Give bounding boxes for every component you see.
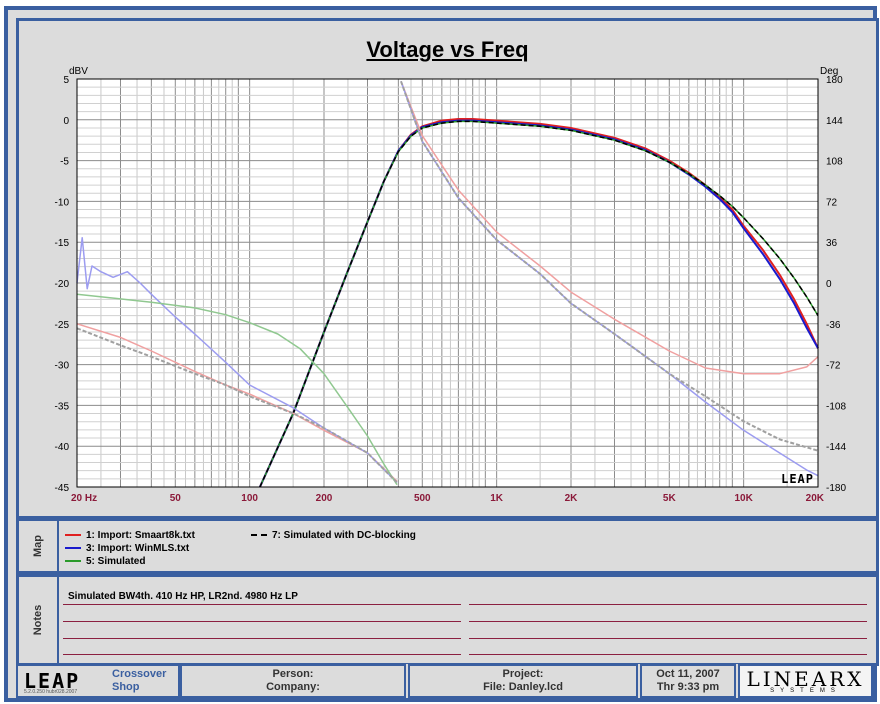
note-line (63, 621, 461, 622)
legend-item-dc-blocking: 7: Simulated with DC-blocking (251, 530, 416, 541)
app-name-line1: Crossover (112, 668, 167, 680)
y2-tick-label: 36 (826, 238, 838, 249)
legend-label-smaart: 1: Import: Smaart8k.txt (86, 530, 195, 541)
notes-panel: Notes Simulated BW4th. 410 Hz HP, LR2nd.… (16, 574, 879, 666)
legend-item-simulated: 5: Simulated (65, 556, 145, 567)
footer-date-box: Oct 11, 2007 Thr 9:33 pm (640, 664, 736, 698)
app-name-line2: Shop (112, 681, 140, 693)
legend-item-winmls: 3: Import: WinMLS.txt (65, 543, 189, 554)
project-label: Project: (502, 668, 544, 680)
series-line-4 (259, 120, 819, 488)
x-tick-label: 20 Hz (71, 493, 97, 504)
legend-label-dc-blocking: 7: Simulated with DC-blocking (272, 530, 416, 541)
map-panel: Map 1: Import: Smaart8k.txt 3: Import: W… (16, 518, 879, 574)
footer-linearx-box: LINEARX SYSTEMS (738, 664, 873, 698)
legend-swatch-dc-blocking (251, 534, 267, 537)
note-line (469, 654, 867, 655)
y2-tick-label: 0 (826, 279, 832, 290)
footer-brand-box: LEAP 5.2.0.250 hubr028.2007 Crossover Sh… (16, 664, 180, 698)
legend-label-simulated: 5: Simulated (86, 556, 146, 567)
series-line-8 (76, 80, 819, 484)
y-tick-label: -35 (55, 401, 70, 412)
y2-tick-label: -108 (826, 401, 846, 412)
note-line (63, 604, 461, 605)
chart-panel: Voltage vs Freq 5 0 -5 -10 -15 -20 -25 -30 -35 -4… (16, 18, 879, 519)
footer-project-box: Project: File: Danley.lcd (408, 664, 638, 698)
x-tick-label: 500 (414, 493, 431, 504)
y-tick-label: -20 (55, 279, 70, 290)
date-text: Oct 11, 2007 (656, 668, 720, 680)
note-line (63, 638, 461, 639)
legend-label-winmls: 3: Import: WinMLS.txt (86, 543, 190, 554)
leap-logo: LEAP (24, 669, 81, 693)
version-text: 5.2.0.250 hubr028.2007 (24, 689, 78, 695)
y-tick-label: -45 (55, 483, 70, 494)
legend-swatch-winmls (65, 547, 81, 550)
y-tick-label: -5 (60, 157, 69, 168)
footer: LEAP 5.2.0.250 hubr028.2007 Crossover Sh… (16, 664, 873, 698)
y-axis-label: dBV (69, 66, 88, 77)
legend-item-smaart: 1: Import: Smaart8k.txt (65, 530, 195, 541)
y2-tick-label: -72 (826, 361, 841, 372)
report-frame: Voltage vs Freq 5 0 -5 -10 -15 -20 -25 -30 -35 -4… (4, 6, 879, 702)
voltage-vs-freq-chart: 50-5-10-15-20-25-30-35-40-45180144108723… (55, 66, 847, 504)
x-tick-label: 20K (806, 493, 825, 504)
chart-leap-logo: LEAP (781, 472, 814, 486)
file-label: File: Danley.lcd (483, 681, 563, 693)
y2-tick-label: -36 (826, 320, 841, 331)
map-side-label: Map (19, 521, 59, 571)
y2-tick-label: 144 (826, 116, 843, 127)
x-tick-label: 10K (734, 493, 753, 504)
x-tick-label: 1K (490, 493, 504, 504)
x-tick-label: 2K (565, 493, 579, 504)
y-tick-label: 0 (63, 116, 69, 127)
notes-side-label: Notes (19, 577, 59, 663)
y-tick-label: -40 (55, 442, 70, 453)
note-line (63, 654, 461, 655)
y2-tick-label: 108 (826, 157, 843, 168)
y2-axis-label: Deg (820, 66, 838, 77)
footer-person-box: Person: Company: (180, 664, 406, 698)
company-label: Company: (266, 681, 320, 693)
legend-swatch-smaart (65, 534, 81, 537)
notes-label: Notes (32, 604, 44, 636)
note-text: Simulated BW4th. 410 Hz HP, LR2nd. 4980 … (68, 591, 298, 602)
person-label: Person: (272, 668, 314, 680)
x-tick-label: 200 (316, 493, 333, 504)
plot-border (76, 78, 819, 488)
y-tick-label: 5 (63, 75, 69, 86)
note-line (469, 621, 867, 622)
y2-tick-label: 72 (826, 197, 838, 208)
y2-tick-label: -144 (826, 442, 846, 453)
y2-tick-label: -180 (826, 483, 846, 494)
chart-title: Voltage vs Freq (366, 37, 529, 62)
y-tick-label: -15 (55, 238, 70, 249)
y-tick-label: -30 (55, 361, 70, 372)
x-tick-label: 50 (170, 493, 182, 504)
y-tick-label: -10 (55, 197, 70, 208)
note-line (469, 604, 867, 605)
y2-tick-label: 180 (826, 75, 843, 86)
map-label: Map (32, 535, 44, 557)
x-tick-label: 5K (663, 493, 677, 504)
time-text: Thr 9:33 pm (656, 681, 720, 693)
linearx-logo: LINEARX (746, 667, 865, 691)
app-name: Crossover Shop (112, 668, 166, 694)
y-tick-label: -25 (55, 320, 70, 331)
linearx-subtitle: SYSTEMS (770, 688, 841, 694)
series-line-7 (76, 293, 398, 486)
legend-swatch-simulated (65, 560, 81, 563)
x-tick-label: 100 (241, 493, 258, 504)
note-line (469, 638, 867, 639)
